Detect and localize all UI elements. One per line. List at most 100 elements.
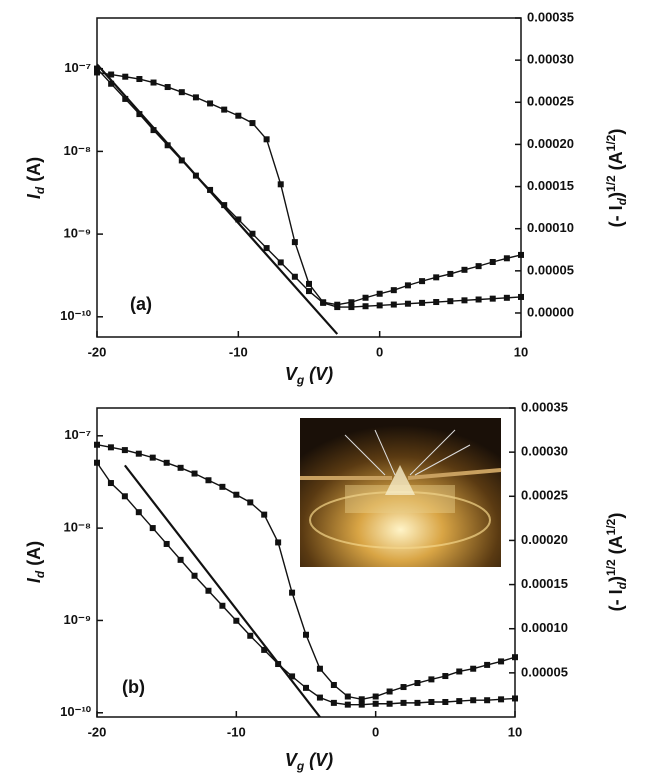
marker [191, 572, 198, 579]
marker [414, 680, 421, 687]
label-part: V [285, 750, 299, 770]
y2-tick-label: 0.00025 [521, 488, 568, 503]
y-tick-label: 10⁻¹⁰ [60, 704, 92, 719]
marker [372, 700, 379, 707]
marker [221, 106, 228, 113]
marker [205, 477, 212, 484]
x-axis-label: Vg (V) [285, 364, 333, 387]
y2-tick-label: 0.00005 [521, 664, 568, 679]
label-part: (V) [304, 750, 333, 770]
label-part: ) [606, 576, 626, 582]
marker [177, 464, 184, 471]
marker [205, 587, 212, 594]
x-tick-label: -10 [229, 344, 248, 359]
marker [275, 539, 282, 546]
marker [163, 540, 170, 547]
marker [428, 698, 435, 705]
y2-tick-label: 0.00005 [527, 262, 574, 277]
label-part: (- I [606, 589, 626, 611]
marker [316, 694, 323, 701]
marker [503, 294, 510, 301]
x-tick-label: 10 [508, 724, 522, 739]
marker [461, 266, 468, 273]
marker [247, 499, 254, 506]
marker [277, 181, 284, 188]
marker [362, 294, 369, 301]
y-tick-label: 10⁻⁹ [64, 226, 92, 241]
marker [289, 589, 296, 596]
y2-axis-label: (- Id)1/2 (A1/2) [604, 513, 629, 612]
label-part: 1/2 [604, 559, 618, 576]
marker [122, 95, 129, 102]
fit-line [123, 464, 321, 718]
marker [390, 301, 397, 308]
label-part: g [296, 373, 305, 387]
marker [122, 73, 129, 80]
marker [419, 299, 426, 306]
marker [316, 665, 323, 672]
marker [108, 71, 115, 78]
marker [447, 298, 454, 305]
marker [247, 632, 254, 639]
marker [249, 120, 256, 127]
label-part: V [285, 364, 299, 384]
y2-axis-label: (- Id)1/2 (A1/2) [604, 129, 629, 228]
marker [400, 684, 407, 691]
marker [291, 239, 298, 246]
label-part: d [615, 197, 629, 205]
y-tick-label: 10⁻⁸ [64, 143, 91, 158]
y2-tick-label: 0.00035 [527, 9, 574, 24]
y2-tick-label: 0.00010 [527, 220, 574, 235]
marker [503, 255, 510, 262]
plot-frame [96, 407, 516, 718]
marker [498, 658, 505, 665]
marker [376, 302, 383, 309]
marker [291, 273, 298, 280]
marker [475, 296, 482, 303]
marker [348, 304, 355, 311]
inset-photo [300, 418, 502, 567]
label-part: d [33, 570, 47, 578]
marker [428, 676, 435, 683]
marker [235, 112, 242, 119]
marker [400, 699, 407, 706]
marker [414, 699, 421, 706]
marker [344, 693, 351, 700]
marker [219, 483, 226, 490]
y-tick-label: 10⁻⁸ [64, 520, 91, 535]
marker [433, 274, 440, 281]
marker [303, 631, 309, 638]
marker [330, 699, 337, 706]
marker [447, 270, 454, 277]
fit-line [96, 63, 339, 335]
marker [456, 668, 463, 675]
marker [442, 673, 449, 680]
label-part: d [33, 186, 47, 194]
y2-tick-label: 0.00030 [527, 52, 574, 67]
marker [362, 303, 369, 310]
marker [235, 216, 242, 223]
label-part: (- I [606, 205, 626, 227]
marker [263, 136, 270, 143]
marker [372, 693, 379, 700]
marker [404, 300, 411, 307]
marker [348, 299, 355, 306]
marker [498, 696, 505, 703]
y2-tick-label: 0.00015 [521, 576, 568, 591]
y2-tick-label: 0.00020 [527, 136, 574, 151]
series-line [96, 71, 522, 306]
marker [192, 94, 199, 101]
label-part: I [24, 193, 44, 199]
label-part: ) [606, 192, 626, 198]
x-tick-label: -20 [88, 344, 107, 359]
marker [135, 450, 142, 457]
marker [456, 698, 463, 705]
label-part: g [296, 759, 305, 773]
marker [136, 111, 143, 118]
marker [233, 491, 240, 498]
marker [358, 696, 365, 703]
y-tick-label: 10⁻⁷ [64, 427, 91, 442]
label-part: 1/2 [604, 518, 618, 535]
marker [489, 258, 496, 265]
